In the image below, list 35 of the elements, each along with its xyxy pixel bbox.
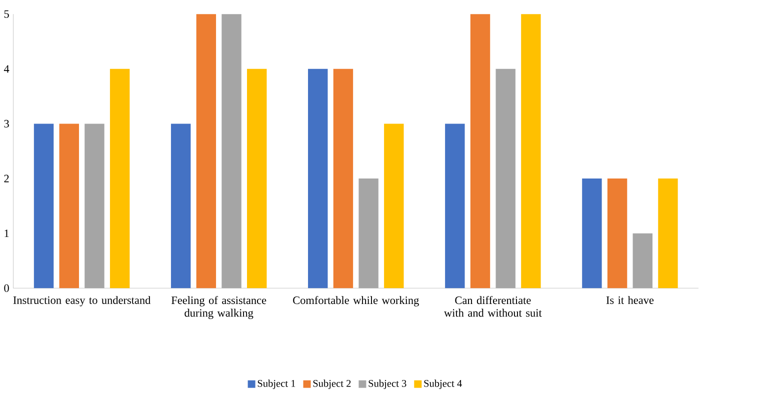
y-tick-label: 4 xyxy=(4,65,10,73)
x-tick-label: Feeling of assistance during walking xyxy=(171,296,266,319)
x-tick-label: Instruction easy to understand xyxy=(13,296,151,306)
bar xyxy=(632,233,652,288)
bar xyxy=(170,124,191,288)
bar xyxy=(59,124,79,288)
x-tick-label: Can differentiate with and without suit xyxy=(444,296,542,317)
y-tick-label: 2 xyxy=(4,174,9,182)
legend-label: Subject 2 xyxy=(313,380,351,389)
bar xyxy=(582,178,602,288)
bar xyxy=(658,178,678,288)
bar xyxy=(496,68,516,288)
bar xyxy=(470,14,490,288)
y-tick-label: 0 xyxy=(4,284,9,292)
bar xyxy=(196,14,216,288)
bar xyxy=(521,14,541,288)
bar xyxy=(333,68,354,288)
legend-label: Subject 3 xyxy=(368,380,406,389)
legend-label: Subject 4 xyxy=(424,380,462,389)
y-tick-label: 3 xyxy=(4,120,9,128)
legend-label: Subject 1 xyxy=(258,380,296,389)
bar xyxy=(358,178,378,288)
x-tick-label: Is it heave xyxy=(606,296,654,304)
y-tick-label: 1 xyxy=(4,230,9,237)
bar xyxy=(222,14,242,288)
bar xyxy=(607,178,628,288)
bar xyxy=(308,68,328,288)
bar xyxy=(445,124,465,288)
bar xyxy=(247,68,267,288)
bar xyxy=(34,124,54,288)
bar xyxy=(384,124,404,288)
y-tick-label: 5 xyxy=(4,10,9,18)
x-tick-label: Comfortable while working xyxy=(293,296,419,306)
bar xyxy=(110,68,130,288)
bar xyxy=(84,124,104,288)
